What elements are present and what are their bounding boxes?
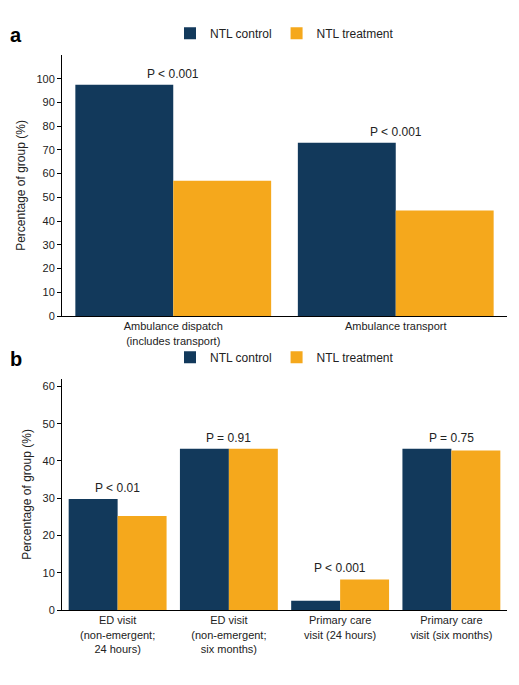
svg-text:NTL treatment: NTL treatment [317, 27, 394, 41]
svg-text:20: 20 [43, 529, 55, 541]
svg-text:P < 0.01: P < 0.01 [95, 481, 140, 495]
svg-text:NTL treatment: NTL treatment [317, 351, 394, 365]
svg-text:50: 50 [43, 191, 55, 203]
svg-text:P = 0.75: P = 0.75 [429, 431, 474, 445]
svg-text:60: 60 [43, 380, 55, 392]
svg-text:NTL control: NTL control [210, 351, 272, 365]
svg-text:P = 0.91: P = 0.91 [206, 431, 251, 445]
svg-text:P < 0.001: P < 0.001 [314, 561, 366, 575]
svg-text:20: 20 [43, 262, 55, 274]
svg-text:a: a [10, 24, 22, 46]
svg-text:10: 10 [43, 286, 55, 298]
svg-text:90: 90 [43, 96, 55, 108]
svg-text:30: 30 [43, 239, 55, 251]
svg-text:ED visit(non-emergent;six mont: ED visit(non-emergent;six months) [191, 614, 266, 655]
svg-text:30: 30 [43, 492, 55, 504]
svg-text:10: 10 [43, 567, 55, 579]
svg-text:ED visit(non-emergent;24 hours: ED visit(non-emergent;24 hours) [80, 614, 155, 655]
svg-text:70: 70 [43, 144, 55, 156]
svg-text:Percentage of group (%): Percentage of group (%) [14, 120, 28, 251]
svg-text:80: 80 [43, 120, 55, 132]
svg-text:0: 0 [49, 604, 55, 616]
svg-text:60: 60 [43, 167, 55, 179]
svg-text:100: 100 [36, 73, 54, 85]
svg-text:Ambulance transport: Ambulance transport [345, 320, 447, 332]
svg-text:Primary carevisit (24 hours): Primary carevisit (24 hours) [304, 614, 376, 640]
svg-text:0: 0 [49, 310, 55, 322]
svg-text:40: 40 [43, 215, 55, 227]
svg-text:40: 40 [43, 455, 55, 467]
svg-text:P < 0.001: P < 0.001 [370, 125, 422, 139]
svg-text:b: b [10, 348, 22, 370]
svg-text:50: 50 [43, 418, 55, 430]
svg-text:NTL control: NTL control [210, 27, 272, 41]
svg-text:Primary carevisit (six months): Primary carevisit (six months) [410, 614, 492, 640]
svg-text:P < 0.001: P < 0.001 [147, 67, 199, 81]
svg-text:Percentage of group (%): Percentage of group (%) [20, 429, 34, 560]
svg-text:Ambulance dispatch(includes tr: Ambulance dispatch(includes transport) [124, 320, 223, 346]
